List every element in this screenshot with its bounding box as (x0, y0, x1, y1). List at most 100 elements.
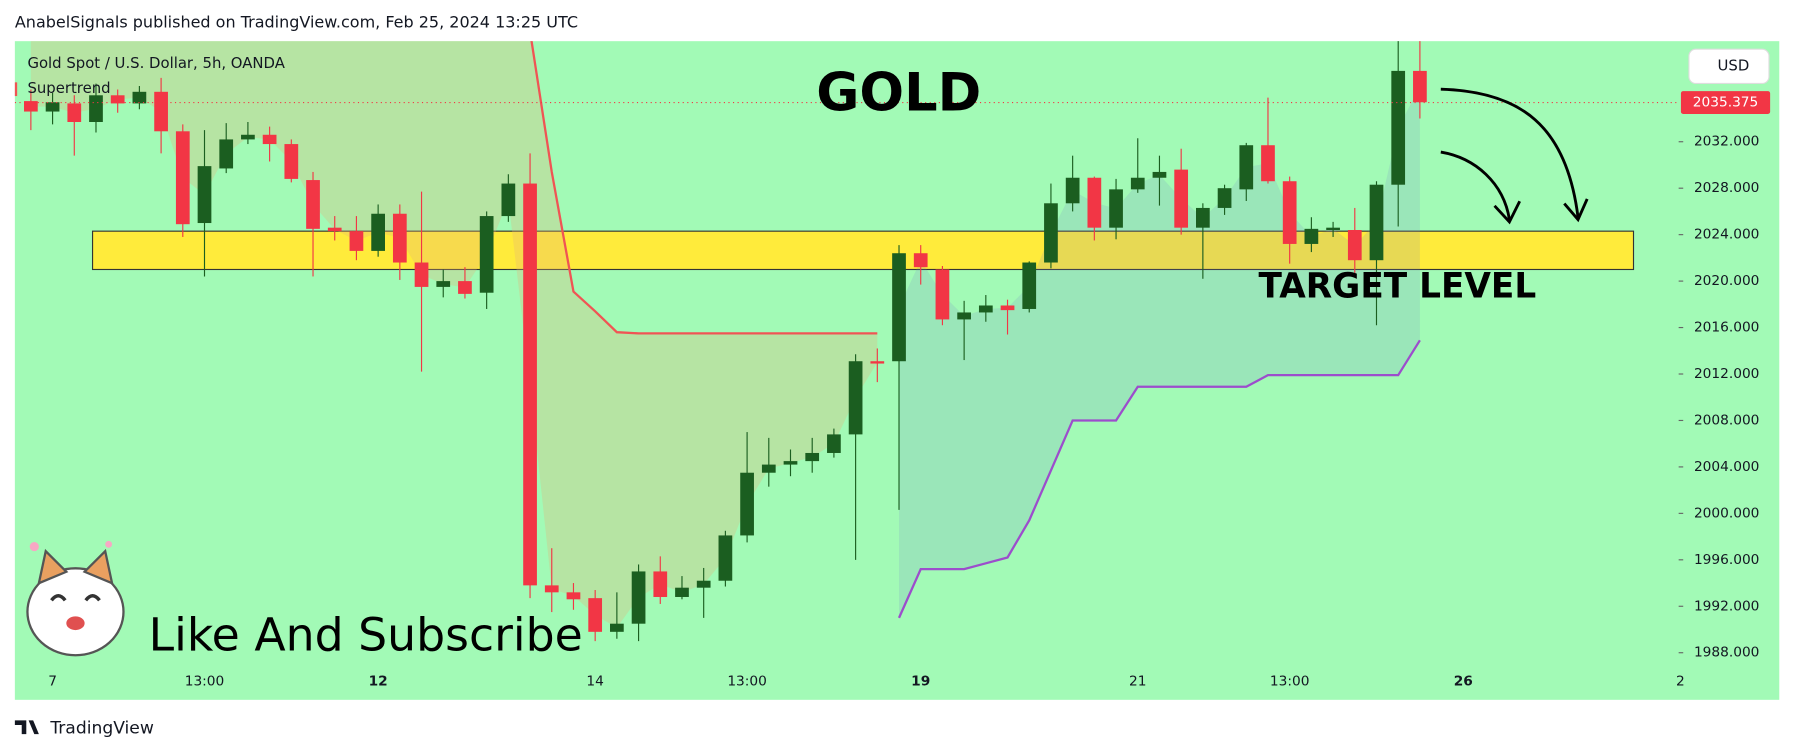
last-price-label: 2035.375 (1693, 95, 1758, 111)
candle-body (740, 472, 754, 536)
candle-body (154, 91, 168, 132)
candle-body (588, 598, 603, 632)
candle-body (479, 216, 494, 293)
candle-body (761, 464, 776, 473)
candle-body (653, 571, 668, 597)
footer: TradingView (14, 718, 154, 738)
candle-body (1174, 169, 1189, 228)
candle-body (197, 166, 212, 224)
last-price-tag (1680, 91, 1771, 114)
candle-body (978, 305, 993, 313)
candle-body (175, 131, 190, 225)
y-tick-label: 2020.000 (1694, 273, 1759, 289)
x-tick-label: 21 (1129, 674, 1146, 690)
candle-body (1369, 184, 1384, 261)
candle-body (306, 180, 320, 229)
candle-body (1065, 177, 1080, 204)
candle-body (631, 571, 646, 624)
currency: USD (1718, 56, 1750, 74)
candle-body (718, 535, 733, 581)
candle-body (436, 281, 451, 287)
y-tick-label: 2024.000 (1694, 227, 1759, 243)
x-tick-label: 19 (911, 674, 930, 690)
candle-body (935, 269, 950, 320)
footer-text: TradingView (49, 718, 154, 738)
candle-body (1304, 228, 1319, 244)
y-tick-label: 2008.000 (1694, 412, 1759, 428)
title: GOLD (816, 63, 981, 124)
chart-background (14, 41, 1780, 700)
x-tick-label: 14 (586, 674, 603, 690)
trend-fill (30, 41, 878, 628)
y-tick-label: 2012.000 (1694, 366, 1759, 382)
symbol-legend: Gold Spot / U.S. Dollar, 5h, OANDA (27, 54, 285, 72)
candle-body (783, 461, 798, 465)
candle-body (827, 434, 841, 453)
x-tick-label: 13:00 (185, 674, 225, 690)
indicator-marker (14, 82, 18, 97)
x-tick-label: 2 (1676, 674, 1685, 690)
candle-body (349, 231, 364, 251)
candle-body (1044, 203, 1058, 263)
supertrend-line (530, 41, 878, 335)
arrow-head (1493, 200, 1521, 225)
y-tick-label: 2016.000 (1694, 320, 1759, 336)
candle-body (414, 262, 429, 287)
candle-body (805, 452, 820, 462)
candle-body (24, 101, 38, 112)
candle-body (392, 213, 407, 263)
candle-body (89, 95, 103, 122)
candle-body (1217, 188, 1232, 208)
candle-body (1087, 177, 1102, 228)
header: AnabelSignals published on TradingView.c… (15, 12, 578, 31)
candle-body (610, 623, 624, 632)
arrow-head (1563, 198, 1589, 223)
indicator-legend: Supertrend (27, 79, 110, 97)
candle-body (957, 312, 971, 320)
candle-body (1196, 207, 1210, 228)
candle-body (1130, 177, 1145, 190)
candle-body (1000, 305, 1015, 311)
candle-body (1282, 181, 1297, 244)
candle-body (219, 139, 234, 169)
x-tick-label: 26 (1454, 674, 1473, 690)
zone-label: TARGET LEVEL (1258, 267, 1536, 307)
y-tick-label: 1988.000 (1694, 645, 1759, 661)
candle-body (67, 103, 82, 122)
candle-body (284, 144, 299, 179)
candle-body (544, 585, 559, 593)
y-tick-label: 2028.000 (1694, 180, 1759, 196)
candle-body (45, 102, 60, 112)
overlay: 1988.000 1992.000 1996.000 2000.000 2004.000… (48, 91, 1771, 690)
y-tick-label: 1996.000 (1694, 552, 1759, 568)
candle-body (132, 91, 147, 104)
x-tick-label: 12 (369, 674, 388, 690)
candle-body (675, 587, 689, 597)
candle-body (501, 183, 516, 217)
candle-body (262, 134, 277, 145)
candle-body (1239, 145, 1254, 190)
x-tick-label: 13:00 (1270, 674, 1310, 690)
candle-body (696, 580, 711, 588)
candle-body (1022, 262, 1037, 309)
candle-body (892, 253, 906, 362)
candle-body (870, 361, 885, 364)
candle-body (1109, 189, 1123, 228)
candle-body (1152, 171, 1167, 178)
currency-button[interactable] (1688, 48, 1770, 85)
arrow (1440, 87, 1580, 218)
candle-body (1261, 145, 1275, 182)
candle-body (371, 213, 385, 251)
candle-body (913, 253, 928, 268)
candle-body (1326, 227, 1340, 231)
candle-body (458, 281, 472, 294)
x-tick-label: 7 (48, 674, 57, 690)
candle-body (327, 227, 342, 232)
y-tick-label: 2032.000 (1694, 134, 1759, 150)
candle-body (566, 592, 581, 600)
caption: Like And Subscribe (149, 609, 583, 662)
candle-body (110, 95, 125, 104)
y-tick-label: 2004.000 (1694, 459, 1759, 475)
candle-body (1347, 230, 1362, 261)
supertrend-line (897, 339, 1421, 619)
